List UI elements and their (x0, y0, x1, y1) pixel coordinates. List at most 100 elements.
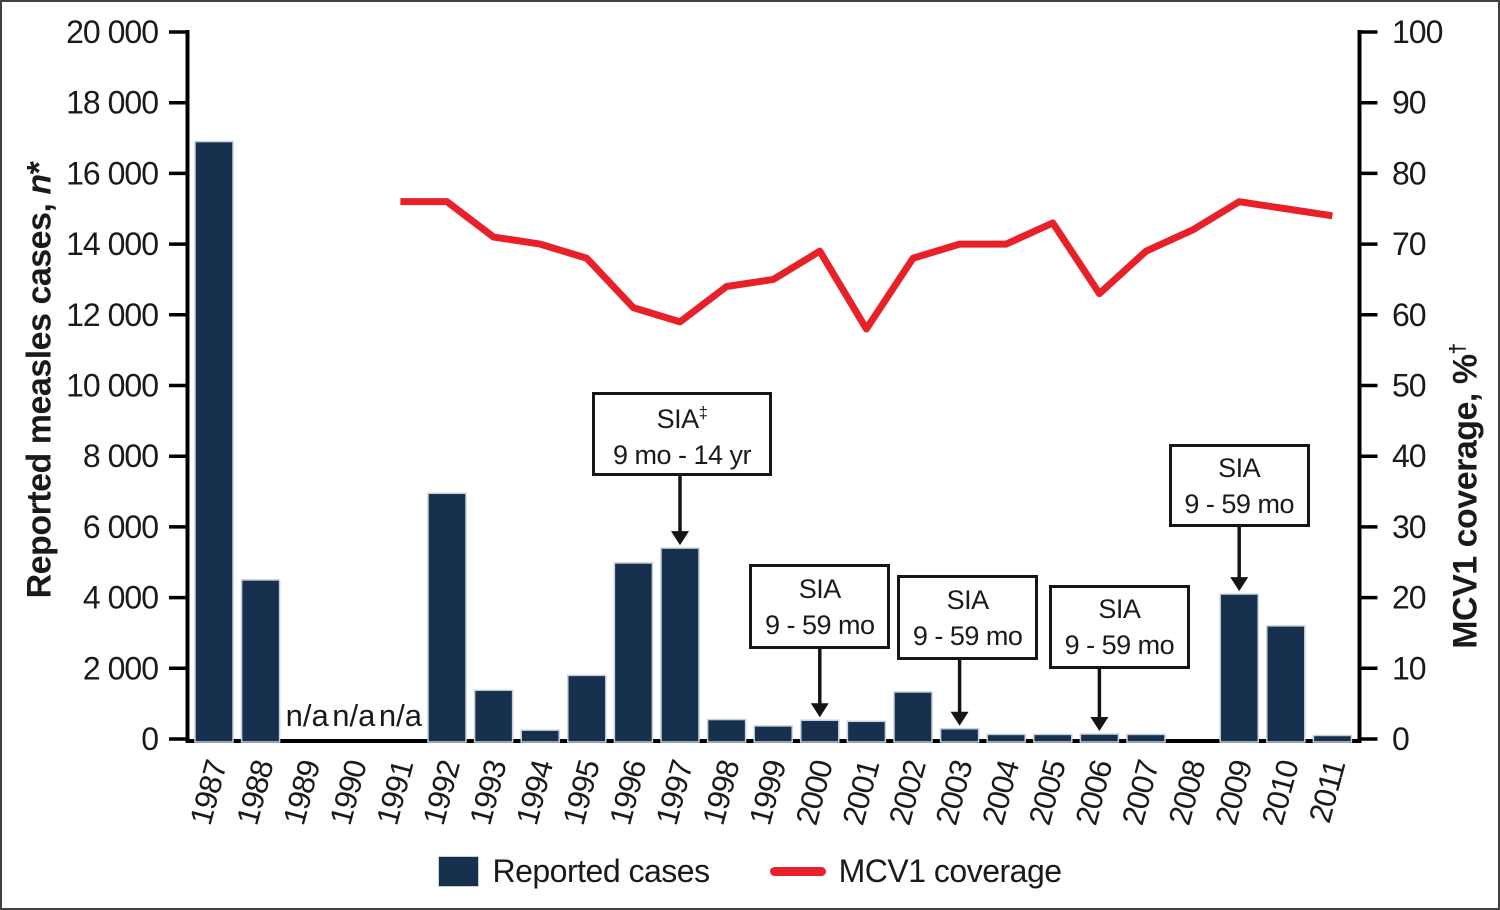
x-tick-label: 2006 (1069, 757, 1120, 829)
x-tick-label: 1991 (370, 757, 421, 829)
bar-1992 (427, 492, 467, 743)
x-tick-label: 1995 (556, 757, 607, 829)
bar-1999 (753, 725, 793, 743)
x-tick-label: 2009 (1208, 757, 1259, 829)
x-tick-label: 2002 (882, 757, 933, 829)
bar-2001 (846, 720, 887, 743)
annotation-arrowhead (810, 703, 829, 718)
x-tick-label: 2010 (1255, 756, 1306, 829)
sia-annotation-title: SIA (798, 573, 842, 604)
y-axis-left-title: Reported measles cases, n* (20, 161, 59, 599)
bar-1987 (194, 140, 234, 743)
x-tick-label: 2008 (1162, 757, 1213, 829)
x-tick-label: 1990 (323, 756, 374, 829)
x-tick-label: 1989 (276, 757, 327, 829)
y-right-tick-label: 100 (1392, 14, 1443, 50)
sia-annotation-2000: SIA 9 - 59 mo (749, 564, 891, 649)
y-left-tick-label: 6 000 (83, 509, 158, 545)
sia-annotation-2003: SIA 9 - 59 mo (897, 575, 1039, 660)
na-labels: n/a n/a n/a (286, 698, 423, 733)
bar-2009 (1219, 593, 1259, 743)
y-right-tick-label: 30 (1392, 509, 1426, 545)
bar-1995 (567, 674, 607, 743)
y-left-tick-label: 8 000 (83, 438, 158, 474)
x-tick-label: 1994 (509, 756, 560, 829)
y-axis-left: 0 2 000 4 000 6 000 8 000 10 000 12 000 14 000 1… (66, 14, 188, 757)
legend-mcv1-coverage-swatch (769, 867, 826, 876)
x-tick-label: 1987 (183, 757, 234, 829)
annotation-arrowhead (671, 531, 689, 546)
x-tick-label: 2011 (1302, 757, 1352, 827)
legend-reported-cases-swatch (438, 856, 480, 887)
bar-2004 (986, 733, 1026, 743)
y-right-tick-label: 40 (1392, 438, 1426, 474)
sia-annotation-1997: SIA‡ 9 mo - 14 yr (592, 392, 772, 476)
y-left-tick-label: 16 000 (66, 155, 158, 191)
sia-annotation-title: SIA (1218, 452, 1261, 483)
bar-2011 (1312, 734, 1353, 743)
y-right-tick-label: 90 (1392, 85, 1426, 121)
legend-mcv1-coverage-label: MCV1 coverage (838, 853, 1062, 889)
bar-1993 (473, 689, 514, 743)
x-axis-labels: 1987198819891990199119921993199419951996… (183, 756, 1352, 829)
annotation-arrowhead (950, 711, 969, 726)
sia-annotation-title: SIA‡ (656, 403, 708, 434)
y-right-tick-label: 70 (1392, 226, 1426, 262)
bar-2003 (939, 727, 980, 743)
bar-1998 (706, 718, 747, 743)
bar-2005 (1033, 733, 1073, 743)
y-right-tick-label: 80 (1392, 155, 1426, 191)
x-tick-label: 2001 (836, 757, 887, 829)
y-axis-right: 0 10 20 30 40 50 60 70 80 90 100 (1359, 14, 1444, 757)
y-left-tick-label: 18 000 (66, 85, 158, 121)
bar-1988 (240, 579, 281, 743)
x-tick-label: 1992 (416, 757, 467, 829)
y-left-tick-label: 2 000 (83, 650, 158, 686)
y-left-tick-label: 12 000 (66, 297, 158, 333)
x-tick-label: 2000 (789, 756, 840, 829)
y-right-tick-label: 10 (1392, 650, 1426, 686)
x-tick-label: 1996 (603, 757, 654, 829)
annotation-arrowhead (1090, 717, 1109, 732)
bar-1997 (660, 547, 700, 743)
bar-2007 (1126, 733, 1166, 743)
bar-1994 (520, 729, 560, 743)
sia-annotation-age-range: 9 mo - 14 yr (612, 440, 752, 470)
sia-annotation-2006: SIA 9 - 59 mo (1048, 585, 1190, 669)
na-label: n/a (379, 698, 423, 733)
y-left-tick-label: 20 000 (66, 14, 158, 50)
y-right-tick-label: 20 (1392, 580, 1426, 616)
annotation-arrows (671, 475, 1249, 732)
x-tick-label: 1998 (696, 757, 747, 829)
x-tick-label: 2007 (1115, 757, 1166, 829)
y-left-tick-label: 4 000 (83, 580, 158, 616)
x-tick-label: 1993 (463, 757, 514, 829)
legend: Reported cases MCV1 coverage (2, 853, 1498, 890)
sia-annotation-age-range: 9 - 59 mo (1064, 630, 1175, 660)
x-tick-label: 1999 (742, 757, 793, 829)
y-right-tick-label: 60 (1392, 297, 1426, 333)
bar-2002 (893, 691, 933, 743)
y-left-tick-label: 14 000 (66, 226, 158, 262)
bar-2010 (1266, 625, 1306, 743)
y-right-tick-label: 0 (1392, 721, 1409, 757)
annotation-arrowhead (1230, 577, 1249, 592)
bar-2000 (800, 719, 840, 743)
reported-cases-bars (194, 140, 1353, 743)
na-label: n/a (332, 698, 376, 733)
y-axis-right-title: MCV1 coverage, %† (1446, 343, 1485, 649)
sia-annotation-title: SIA (1098, 594, 1141, 624)
sia-annotation-title: SIA (946, 584, 990, 615)
legend-reported-cases-label: Reported cases (492, 853, 710, 889)
x-tick-label: 2003 (929, 757, 980, 829)
sia-annotation-2009: SIA 9 - 59 mo (1168, 444, 1310, 527)
x-tick-label: 2005 (1022, 757, 1073, 829)
y-left-tick-label: 10 000 (66, 368, 158, 404)
sia-annotation-age-range: 9 - 59 mo (1184, 488, 1294, 519)
x-tick-label: 2004 (975, 756, 1026, 829)
x-tick-label: 1997 (649, 757, 700, 829)
mcv1-coverage-line (400, 198, 1333, 333)
x-tick-label: 1988 (230, 757, 281, 829)
